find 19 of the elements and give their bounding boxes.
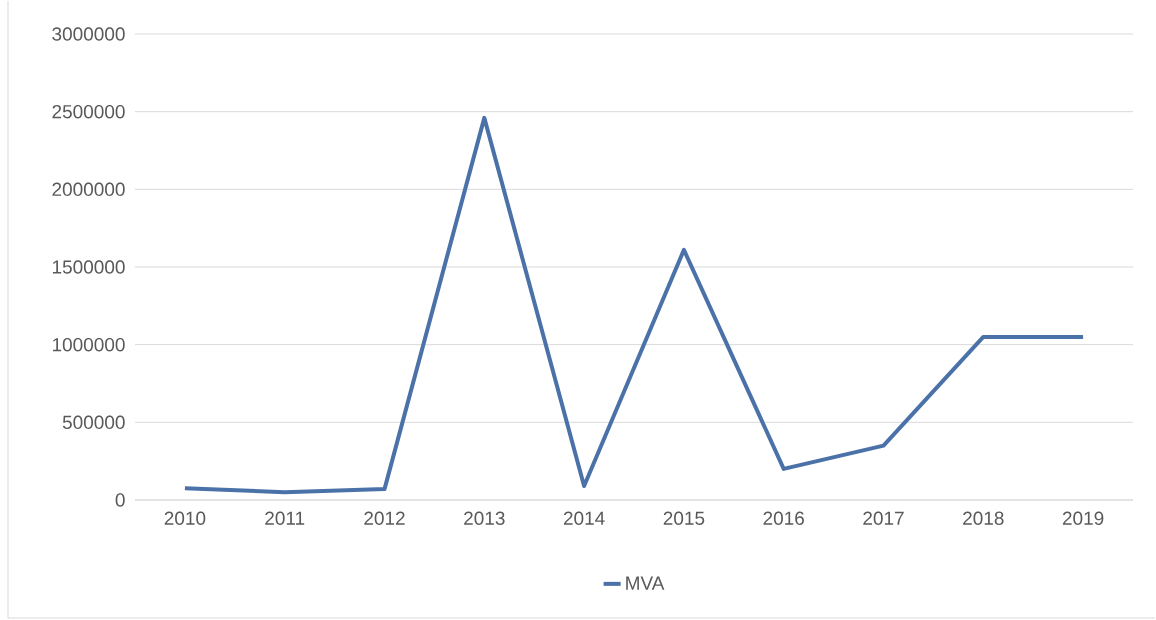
x-tick-label: 2012	[364, 511, 405, 525]
line-series	[182, 115, 1086, 495]
legend-label: MVA	[626, 576, 665, 590]
x-tick-label: 2016	[763, 511, 804, 525]
x-tick-label: 2018	[963, 511, 1004, 525]
y-tick-label: 500000	[62, 415, 125, 430]
x-tick-label: 2014	[563, 511, 605, 525]
y-tick-label: 1500000	[52, 260, 125, 274]
y-tick-label: 2500000	[52, 104, 125, 119]
y-tick-label: 2000000	[52, 182, 125, 197]
y-tick-label: 1000000	[52, 337, 125, 352]
x-tick-label: 2013	[464, 511, 505, 525]
x-tick-label: 2010	[164, 511, 206, 525]
x-tick-label: 2015	[663, 511, 705, 525]
x-tick-label: 2019	[1062, 511, 1104, 525]
x-tick-label: 2011	[265, 511, 305, 525]
x-tick-label: 2017	[863, 511, 904, 525]
y-tick-label: 3000000	[52, 27, 125, 41]
y-tick-label: 0	[115, 493, 125, 507]
